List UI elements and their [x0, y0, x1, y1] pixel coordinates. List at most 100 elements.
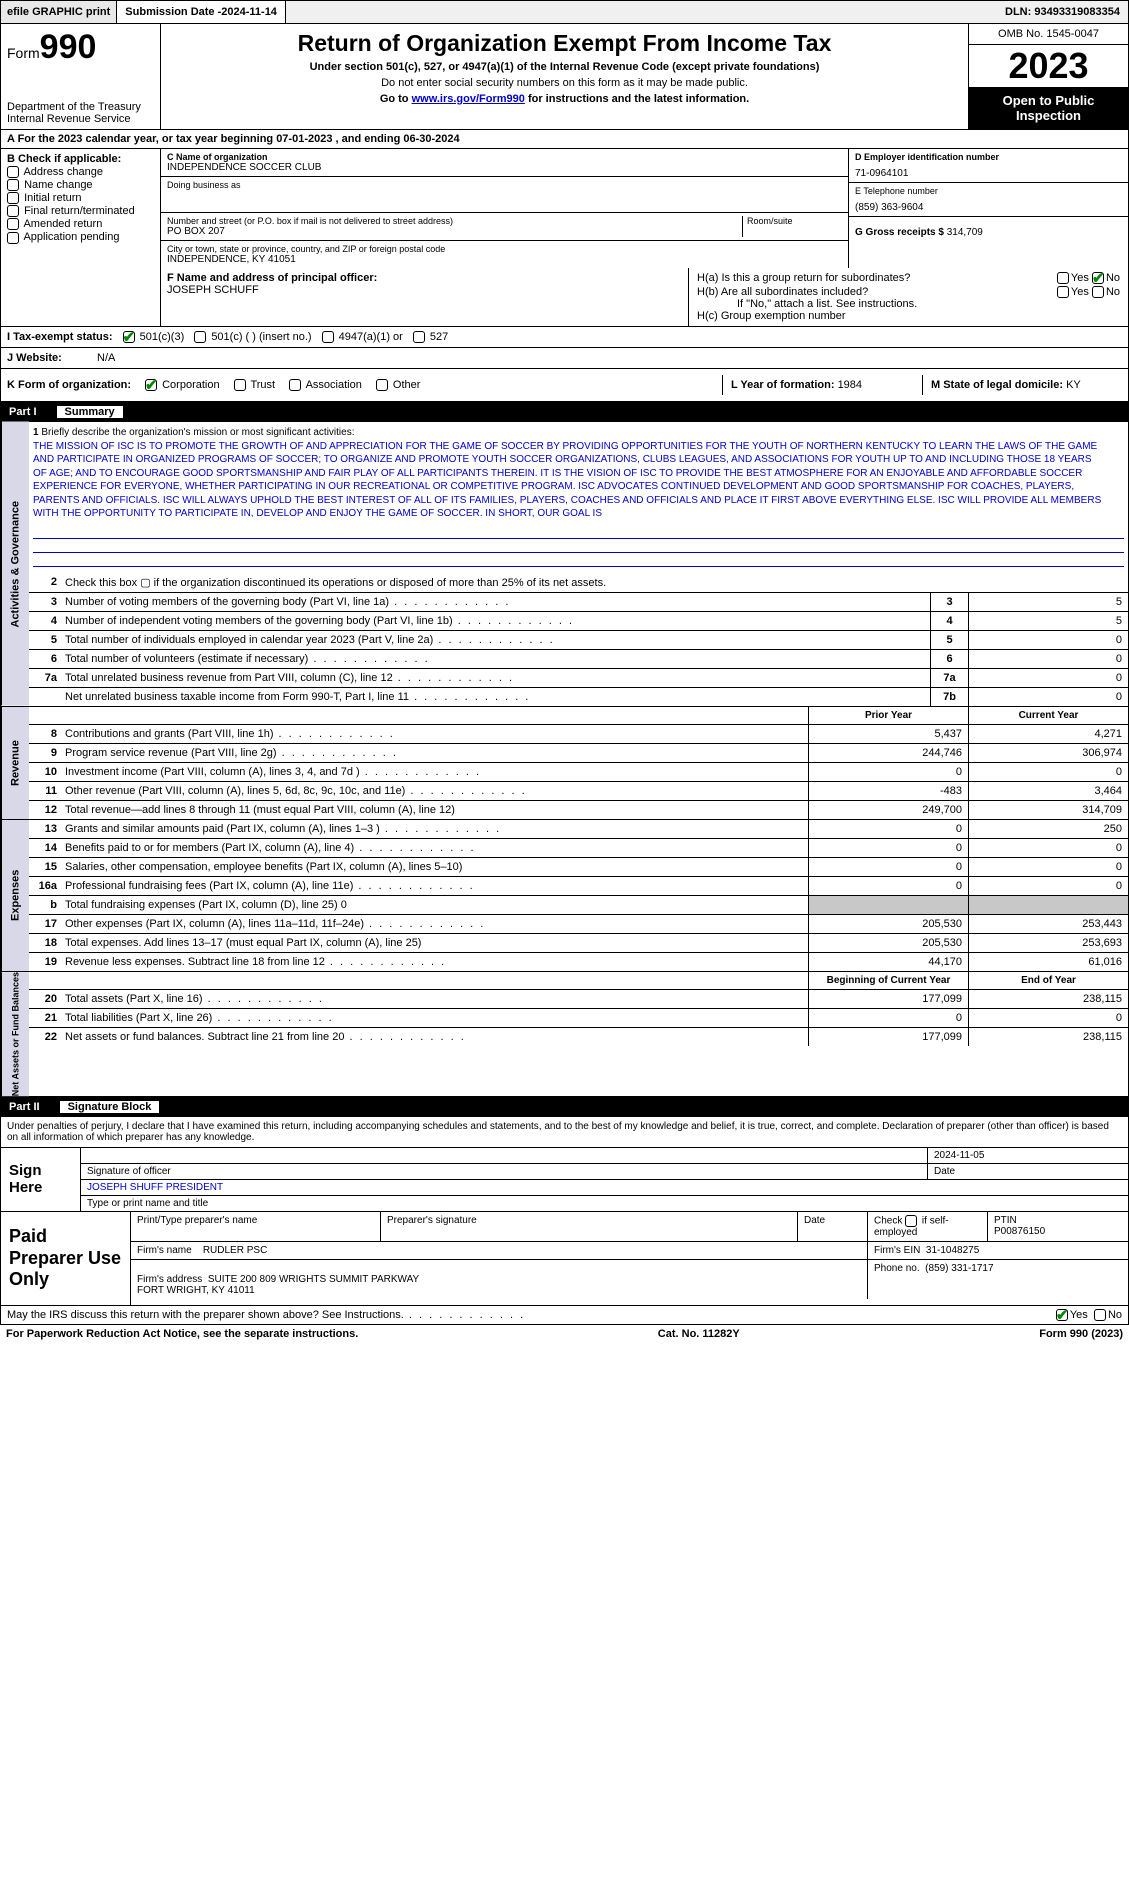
shaded-cell: [968, 896, 1128, 914]
header-middle: Return of Organization Exempt From Incom…: [161, 24, 968, 129]
h-b-yesno: Yes No: [1057, 286, 1120, 298]
gross-cell: G Gross receipts $ 314,709: [849, 217, 1128, 241]
curr-val: 253,693: [968, 934, 1128, 952]
efile-print-label[interactable]: efile GRAPHIC print: [1, 1, 117, 23]
line-num: 15: [29, 858, 61, 876]
goto-line: Go to www.irs.gov/Form990 for instructio…: [380, 93, 749, 105]
begin-val: 0: [808, 1009, 968, 1027]
year-formation: L Year of formation: 1984: [722, 375, 922, 395]
address-cell: Number and street (or P.O. box if mail i…: [161, 213, 848, 241]
line-10: 10Investment income (Part VIII, column (…: [29, 763, 1128, 782]
submission-date: Submission Date - 2024-11-14: [117, 1, 286, 23]
dba-label: Doing business as: [167, 180, 842, 190]
form-title: Return of Organization Exempt From Incom…: [298, 30, 832, 57]
org-name-label: C Name of organization: [167, 152, 268, 162]
begin-val: 177,099: [808, 990, 968, 1008]
line-18: 18Total expenses. Add lines 13–17 (must …: [29, 934, 1128, 953]
opt-527[interactable]: 527: [413, 331, 448, 343]
line-desc: Benefits paid to or for members (Part IX…: [61, 839, 808, 857]
phone-label: Phone no.: [874, 1263, 920, 1274]
line-desc: Salaries, other compensation, employee b…: [61, 858, 808, 876]
line-value: 5: [968, 612, 1128, 630]
line-19: 19Revenue less expenses. Subtract line 1…: [29, 953, 1128, 971]
row-j-website: J Website: N/A: [0, 348, 1129, 369]
self-employed-checkbox[interactable]: [905, 1215, 917, 1227]
ein-cell: D Employer identification number 71-0964…: [849, 149, 1128, 183]
line-1-num: 1: [33, 427, 39, 438]
no-label: No: [1106, 286, 1120, 298]
chk-name-change[interactable]: Name change: [7, 179, 154, 191]
tel-value: (859) 363-9604: [855, 196, 1122, 213]
irs-link[interactable]: www.irs.gov/Form990: [412, 93, 525, 105]
m-label: M State of legal domicile:: [931, 379, 1066, 391]
line-12: 12Total revenue—add lines 8 through 11 (…: [29, 801, 1128, 819]
form-subtitle: Under section 501(c), 527, or 4947(a)(1)…: [310, 61, 820, 73]
submission-date-value: 2024-11-14: [221, 6, 277, 18]
col-c: C Name of organization INDEPENDENCE SOCC…: [161, 149, 848, 268]
curr-val: 61,016: [968, 953, 1128, 971]
part-2-header: Part II Signature Block: [0, 1097, 1129, 1117]
net-assets-header: Beginning of Current Year End of Year: [29, 972, 1128, 990]
chk-amended[interactable]: Amended return: [7, 218, 154, 230]
form-header: Form990 Department of the Treasury Inter…: [0, 24, 1129, 130]
line-value: 0: [968, 650, 1128, 668]
opt-corp[interactable]: Corporation: [145, 379, 220, 391]
preparer-name-hdr: Print/Type preparer's name: [131, 1212, 381, 1241]
officer-signature[interactable]: [81, 1148, 928, 1163]
prior-val: 205,530: [808, 934, 968, 952]
tax-exempt-label: I Tax-exempt status:: [7, 331, 113, 343]
ptin-label: PTIN: [994, 1215, 1017, 1226]
current-year-hdr: Current Year: [968, 707, 1128, 724]
chk-label: Name change: [24, 179, 93, 191]
gross-receipts: 314,709: [947, 227, 983, 238]
opt-assoc[interactable]: Association: [289, 379, 362, 391]
firm-ein-cell: Firm's EIN 31-1048275: [868, 1242, 1128, 1259]
vlabel-revenue: Revenue: [1, 707, 29, 819]
line-16a: 16aProfessional fundraising fees (Part I…: [29, 877, 1128, 896]
line-17: 17Other expenses (Part IX, column (A), l…: [29, 915, 1128, 934]
opt-trust[interactable]: Trust: [234, 379, 276, 391]
curr-val: 306,974: [968, 744, 1128, 762]
part-title: Summary: [57, 406, 123, 418]
end-val: 238,115: [968, 1028, 1128, 1046]
net-assets-content: Beginning of Current Year End of Year 20…: [29, 972, 1128, 1096]
chk-label: Final return/terminated: [24, 205, 135, 217]
opt-label: Association: [306, 379, 362, 391]
prior-val: 0: [808, 877, 968, 895]
goto-pre: Go to: [380, 93, 412, 105]
h-a-yesno: Yes No: [1057, 272, 1120, 284]
end-val: 238,115: [968, 990, 1128, 1008]
prior-val: 0: [808, 820, 968, 838]
discuss-no-checkbox[interactable]: [1094, 1309, 1106, 1321]
opt-4947[interactable]: 4947(a)(1) or: [322, 331, 403, 343]
firm-name: RUDLER PSC: [203, 1245, 267, 1256]
opt-501c[interactable]: 501(c) ( ) (insert no.): [194, 331, 311, 343]
chk-initial-return[interactable]: Initial return: [7, 192, 154, 204]
dept-treasury: Department of the Treasury: [7, 101, 154, 113]
ssn-warning: Do not enter social security numbers on …: [381, 77, 748, 89]
chk-address-change[interactable]: Address change: [7, 166, 154, 178]
opt-501c3[interactable]: 501(c)(3): [123, 331, 185, 343]
line-desc: Number of independent voting members of …: [61, 612, 930, 630]
chk-final-return[interactable]: Final return/terminated: [7, 205, 154, 217]
curr-val: 0: [968, 858, 1128, 876]
signature-intro: Under penalties of perjury, I declare th…: [0, 1117, 1129, 1148]
ptin-value: P00876150: [994, 1226, 1045, 1237]
prior-val: 44,170: [808, 953, 968, 971]
phone-cell: Phone no. (859) 331-1717: [868, 1260, 1128, 1299]
opt-other[interactable]: Other: [376, 379, 421, 391]
row-k-l-m: K Form of organization: Corporation Trus…: [0, 369, 1129, 402]
line-desc: Check this box ▢ if the organization dis…: [61, 573, 1128, 592]
line-9: 9Program service revenue (Part VIII, lin…: [29, 744, 1128, 763]
no-label: No: [1108, 1309, 1122, 1321]
col-d: D Employer identification number 71-0964…: [848, 149, 1128, 268]
line-11: 11Other revenue (Part VIII, column (A), …: [29, 782, 1128, 801]
header-left: Form990 Department of the Treasury Inter…: [1, 24, 161, 129]
activities-governance-section: Activities & Governance 1 Briefly descri…: [0, 422, 1129, 707]
chk-app-pending[interactable]: Application pending: [7, 231, 154, 243]
line-desc: Total revenue—add lines 8 through 11 (mu…: [61, 801, 808, 819]
h-b-label: H(b) Are all subordinates included?: [697, 286, 868, 298]
curr-val: 253,443: [968, 915, 1128, 933]
discuss-yes-checkbox[interactable]: [1056, 1309, 1068, 1321]
curr-val: 314,709: [968, 801, 1128, 819]
